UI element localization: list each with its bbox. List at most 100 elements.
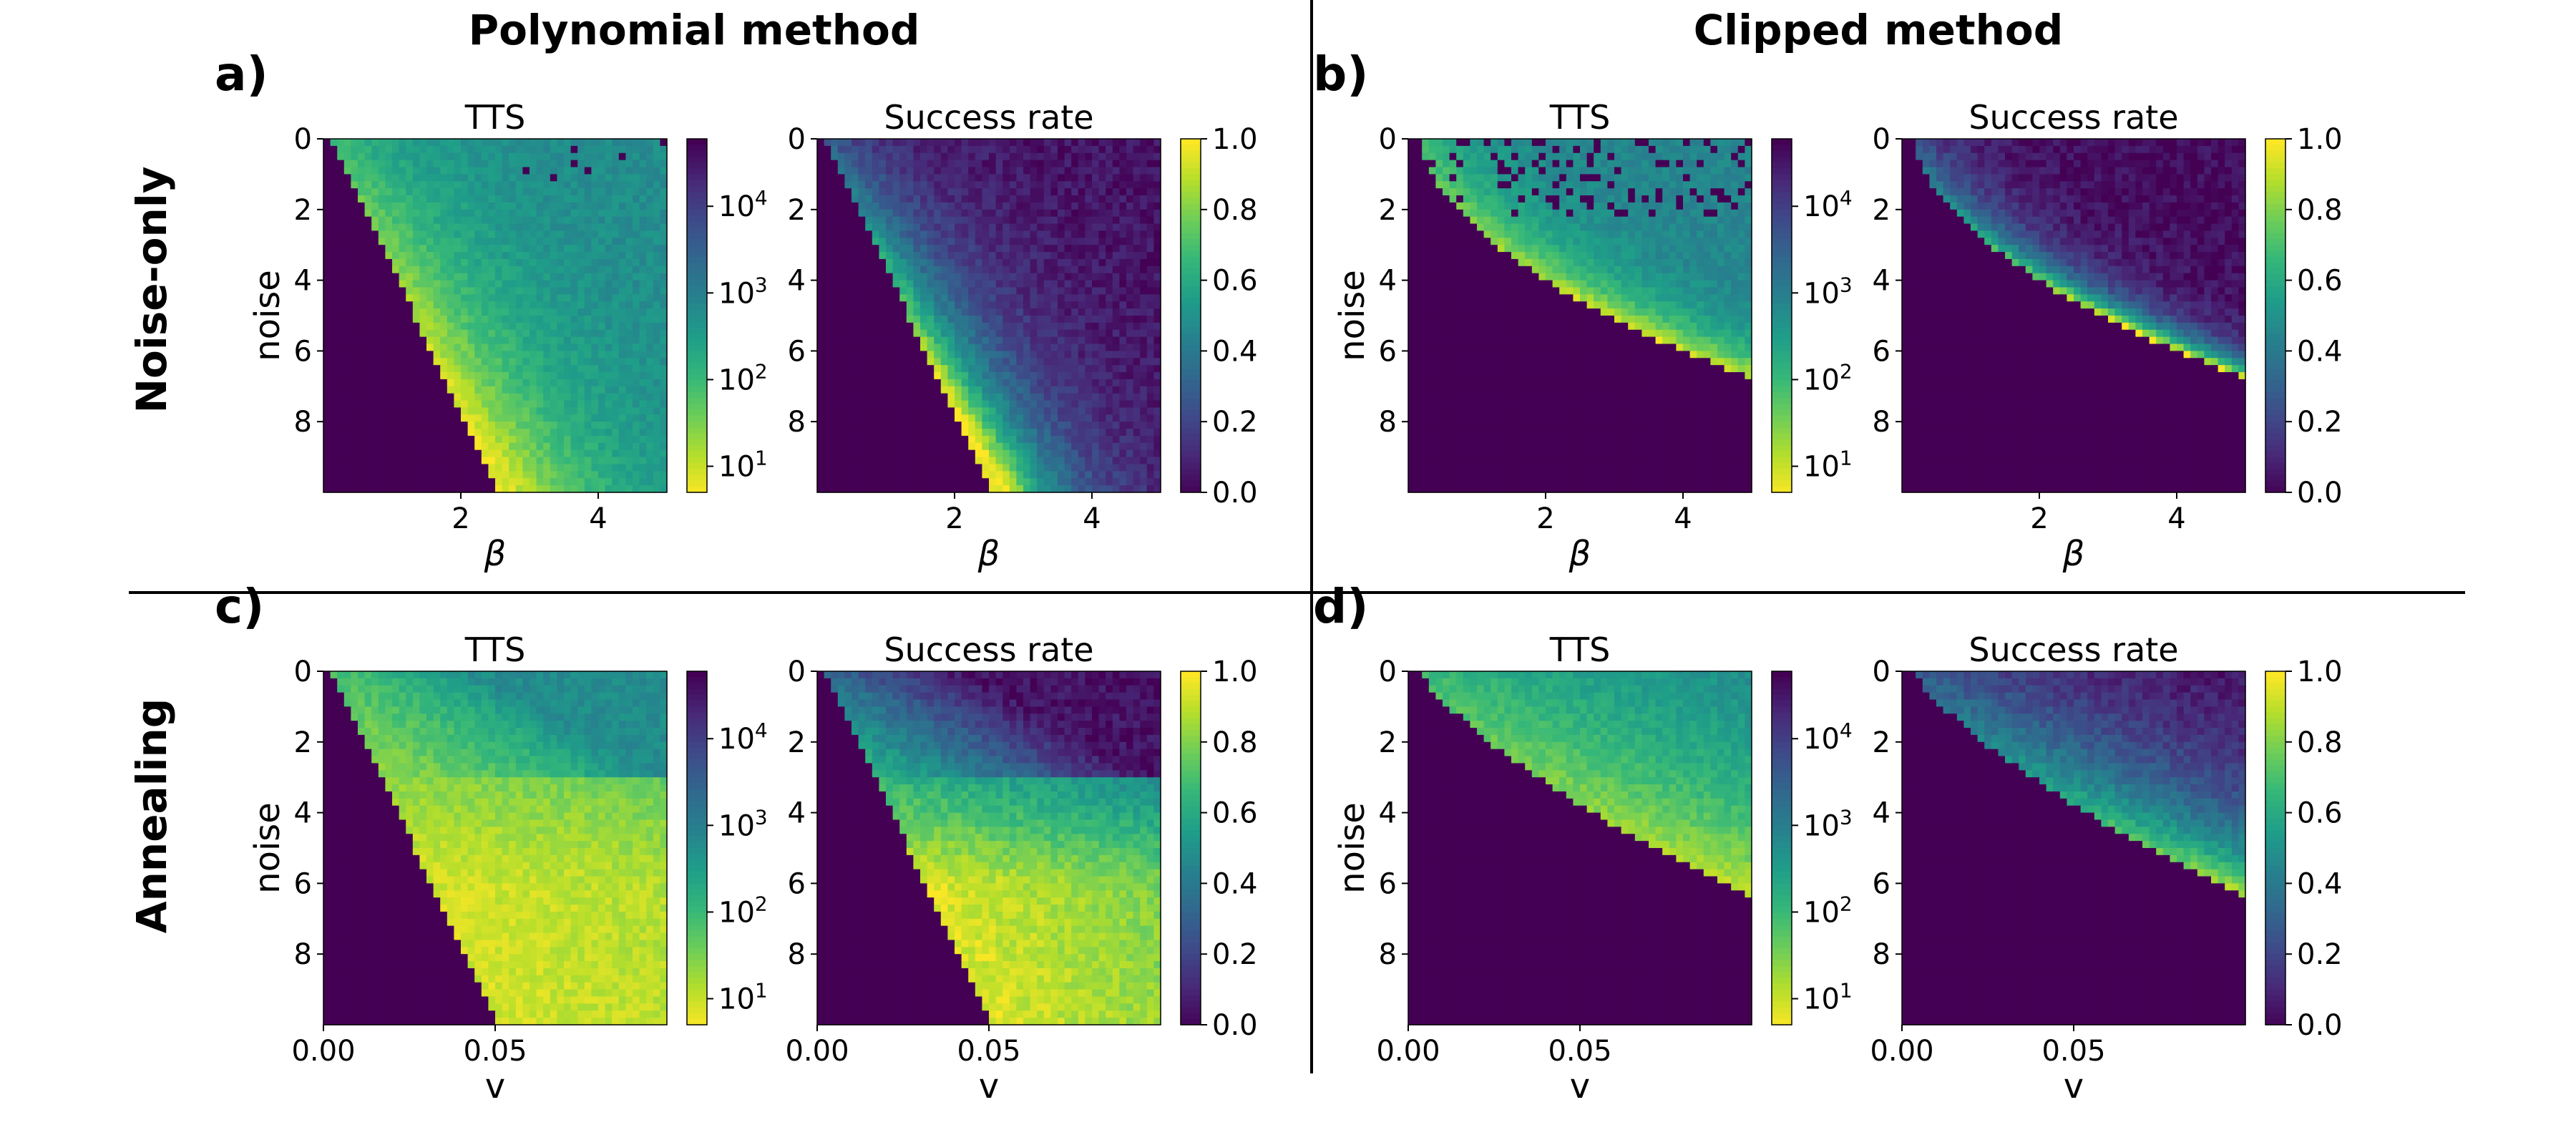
heatmap-cell — [550, 216, 557, 225]
heatmap-cell — [961, 152, 969, 161]
heatmap-cell — [1085, 414, 1093, 422]
heatmap-cell — [433, 152, 441, 161]
heatmap-cell — [865, 167, 873, 175]
heatmap-cell — [605, 429, 613, 437]
heatmap-cell — [612, 329, 620, 338]
heatmap-cell — [1078, 252, 1085, 260]
heatmap-cell — [653, 386, 660, 394]
heatmap-cell — [913, 422, 921, 429]
heatmap-cell — [605, 344, 613, 351]
heatmap-cell — [633, 464, 640, 472]
heatmap-cell — [625, 301, 633, 309]
heatmap-cell — [509, 145, 517, 154]
heatmap-cell — [920, 336, 928, 345]
heatmap-cell — [1064, 223, 1072, 232]
heatmap-cell — [879, 265, 887, 274]
heatmap-cell — [852, 429, 859, 437]
heatmap-cell — [351, 435, 358, 444]
heatmap-cell — [961, 181, 969, 189]
heatmap-cell — [961, 372, 969, 380]
heatmap-cell — [852, 365, 859, 373]
heatmap-cell — [323, 379, 331, 387]
heatmap-cell — [1030, 294, 1038, 302]
heatmap-cell — [426, 336, 434, 345]
heatmap-cell — [852, 258, 859, 267]
heatmap-cell — [1043, 167, 1051, 175]
heatmap-cell — [1002, 344, 1010, 351]
heatmap-cell — [577, 245, 585, 253]
heatmap-cell — [1126, 464, 1134, 472]
heatmap-cell — [474, 216, 482, 225]
heatmap-cell — [612, 181, 620, 189]
heatmap-cell — [550, 273, 557, 281]
heatmap-cell — [481, 273, 489, 281]
heatmap-cell — [625, 365, 633, 373]
heatmap-cell — [392, 230, 400, 238]
heatmap-cell — [653, 216, 660, 225]
heatmap-cell — [872, 329, 879, 338]
heatmap-cell — [570, 145, 578, 154]
heatmap-cell — [577, 386, 585, 394]
heatmap-cell — [543, 245, 551, 253]
heatmap-cell — [1112, 422, 1120, 429]
heatmap-cell — [618, 181, 626, 189]
heatmap-cell — [461, 336, 469, 345]
heatmap-cell — [461, 435, 469, 444]
heatmap-cell — [1112, 216, 1120, 225]
heatmap-cell — [1030, 351, 1038, 359]
heatmap-cell — [858, 294, 866, 302]
heatmap-cell — [1146, 322, 1154, 331]
heatmap-cell — [1071, 209, 1079, 218]
heatmap-cell — [371, 152, 379, 161]
heatmap-cell — [646, 265, 654, 274]
heatmap-cell — [570, 442, 578, 451]
heatmap-cell — [982, 245, 990, 253]
heatmap-cell — [1126, 152, 1134, 161]
colorbar-segment — [687, 209, 707, 216]
heatmap-cell — [598, 181, 606, 189]
heatmap-cell — [447, 209, 454, 218]
heatmap-cell — [1037, 400, 1045, 409]
heatmap-cell — [495, 449, 503, 458]
heatmap-cell — [426, 265, 434, 274]
heatmap-cell — [502, 322, 509, 331]
heatmap-cell — [440, 301, 448, 309]
heatmap-cell — [351, 209, 358, 218]
heatmap-cell — [591, 145, 599, 154]
heatmap-cell — [426, 471, 434, 479]
heatmap-cell — [1002, 442, 1010, 451]
heatmap-cell — [1030, 174, 1038, 182]
heatmap-cell — [481, 188, 489, 196]
heatmap-cell — [1140, 230, 1148, 238]
heatmap-cell — [817, 188, 825, 196]
heatmap-cell — [1050, 429, 1058, 437]
heatmap-cell — [330, 174, 338, 182]
heatmap-cell — [550, 287, 557, 295]
heatmap-cell — [419, 195, 427, 203]
heatmap-cell — [536, 245, 544, 253]
heatmap-cell — [467, 287, 475, 295]
heatmap-cell — [1050, 442, 1058, 451]
heatmap-cell — [509, 336, 517, 345]
heatmap-cell — [481, 301, 489, 309]
heatmap-cell — [968, 414, 976, 422]
colorbar-segment — [687, 203, 707, 210]
heatmap-cell — [913, 145, 921, 154]
colorbar-segment — [687, 227, 707, 234]
heatmap-cell — [1146, 145, 1154, 154]
heatmap-cell — [605, 209, 613, 218]
heatmap-cell — [426, 351, 434, 359]
heatmap-cell — [419, 223, 427, 232]
heatmap-cell — [543, 145, 551, 154]
heatmap-cell — [509, 160, 517, 168]
heatmap-cell — [522, 322, 530, 331]
heatmap-cell — [536, 464, 544, 472]
heatmap-cell — [1106, 449, 1113, 458]
heatmap-cell — [886, 464, 894, 472]
heatmap-cell — [618, 245, 626, 253]
heatmap-cell — [940, 202, 948, 210]
heatmap-cell — [1106, 238, 1113, 245]
heatmap-cell — [440, 365, 448, 373]
heatmap-cell — [412, 393, 420, 401]
heatmap-cell — [1037, 442, 1045, 451]
